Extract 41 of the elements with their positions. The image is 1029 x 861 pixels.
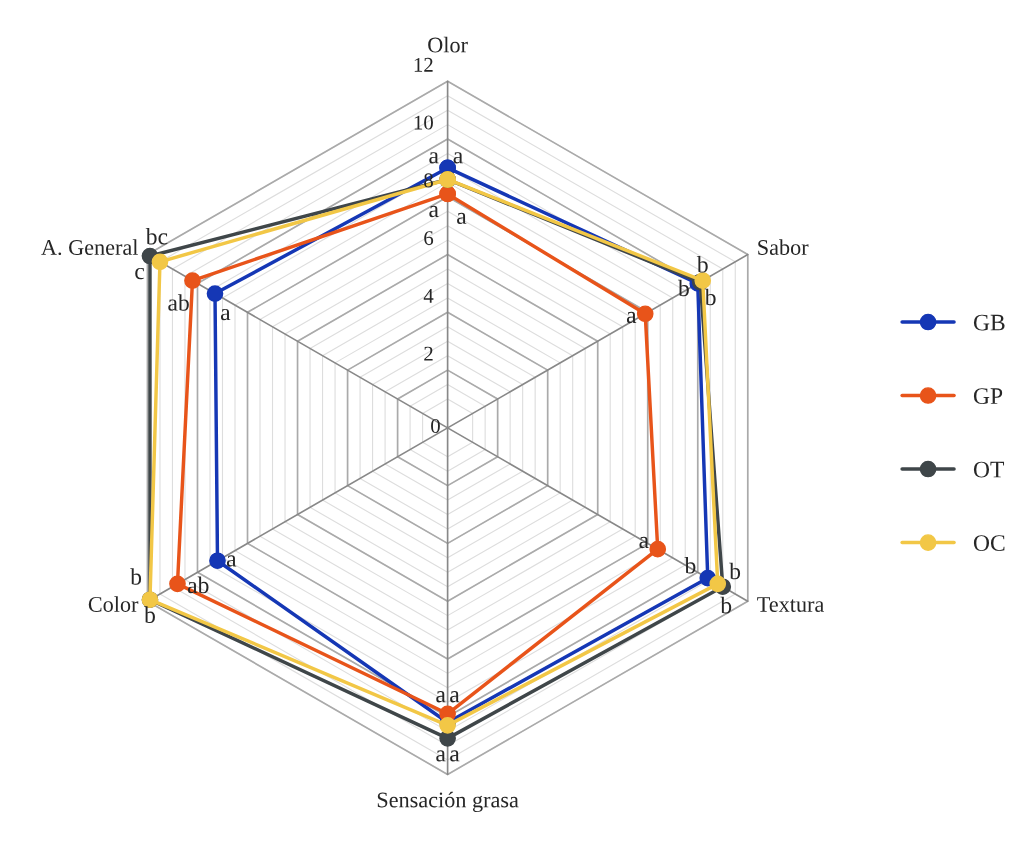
text: b (677, 279, 689, 297)
text: b (696, 256, 708, 273)
text: a (436, 691, 446, 703)
spoke-label: Sensación grasa (377, 791, 519, 813)
text: c (135, 267, 145, 280)
spoke-label: A. General (41, 239, 139, 256)
y-tick-label: 6 (424, 231, 434, 246)
text: b (130, 568, 142, 585)
spoke-label: Olor (428, 36, 468, 53)
text: b (684, 556, 696, 574)
text: ab (168, 294, 189, 311)
y-tick-label: 0 (431, 419, 440, 434)
text: a (226, 555, 237, 567)
text: bc (145, 227, 168, 245)
spoke-label: Color (88, 596, 139, 612)
text: b (704, 288, 716, 306)
y-tick-label: 8 (424, 173, 433, 188)
text: ab (187, 576, 209, 594)
spoke-label: Textura (757, 597, 825, 612)
text: a (626, 311, 637, 324)
y-tick-label: 12 (414, 57, 433, 72)
y-tick-label: 2 (424, 346, 433, 361)
legend-label: GP (973, 388, 1003, 405)
text: a (639, 536, 649, 549)
text: a (436, 750, 446, 762)
text: a (457, 212, 467, 225)
y-tick-label: 10 (414, 115, 433, 130)
text: b (144, 606, 155, 623)
text: a (450, 750, 460, 762)
text: a (220, 308, 231, 321)
text: a (453, 152, 463, 164)
legend-label: OT (973, 461, 1005, 478)
text: a (429, 152, 439, 164)
text: b (729, 562, 741, 580)
text: a (450, 691, 460, 703)
text: b (720, 596, 732, 614)
spoke-label: Sabor (758, 239, 809, 255)
legend-label: OC (973, 535, 1005, 552)
text: a (429, 205, 439, 218)
legend-label: GB (973, 314, 1005, 331)
y-tick-label: 4 (423, 288, 434, 303)
